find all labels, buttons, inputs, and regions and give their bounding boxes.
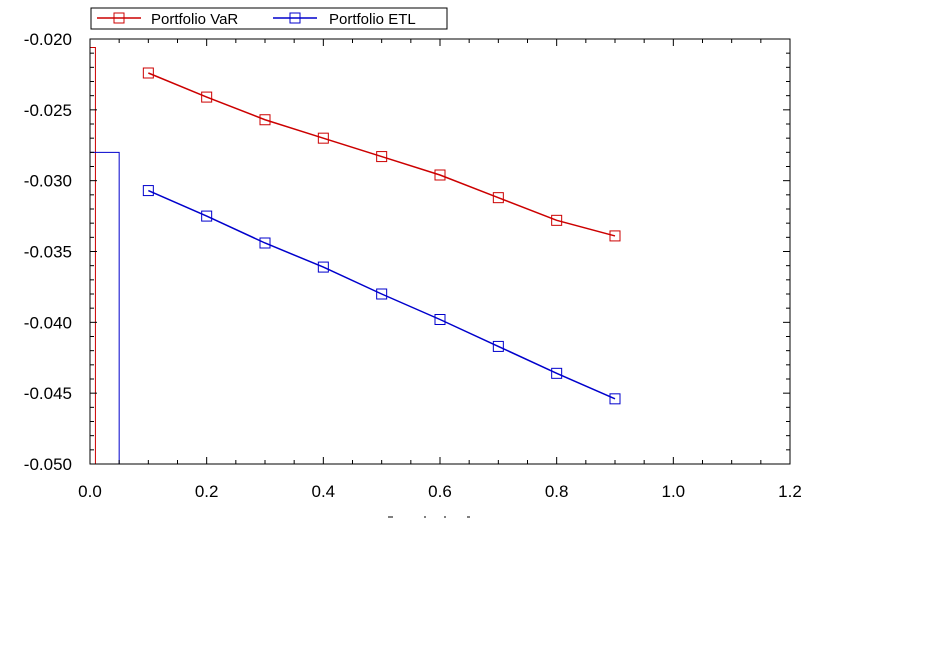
y-tick-label: -0.035 bbox=[24, 243, 72, 262]
x-tick-label: 1.2 bbox=[778, 482, 802, 501]
x-tick-label: 0.2 bbox=[195, 482, 219, 501]
y-tick-label: -0.040 bbox=[24, 313, 72, 332]
series-point bbox=[492, 340, 504, 352]
axis-tick-labels: 0.0 0.2 0.4 0.6 0.8 1.0 1.2 -0.020 -0.025 -0.030 -… bbox=[24, 30, 802, 501]
series-point bbox=[434, 314, 446, 325]
axis-ticks bbox=[89, 38, 791, 465]
y-tick-label: -0.050 bbox=[24, 455, 72, 474]
series-point bbox=[551, 214, 563, 226]
series-point bbox=[317, 132, 329, 144]
legend-label: Portfolio VaR bbox=[151, 11, 238, 28]
series-point bbox=[492, 192, 504, 204]
y-tick-label: -0.045 bbox=[24, 384, 72, 403]
legend: Portfolio VaR Portfolio ETL bbox=[90, 7, 448, 30]
series-point bbox=[201, 210, 213, 222]
series-point bbox=[259, 114, 271, 126]
histogram-bars bbox=[90, 47, 120, 464]
series-point bbox=[609, 230, 621, 242]
series-line bbox=[148, 72, 616, 237]
series-point bbox=[434, 169, 446, 181]
x-tick-label: 0.4 bbox=[312, 482, 336, 501]
x-tick-label: 0.0 bbox=[78, 482, 102, 501]
histogram-bar bbox=[90, 47, 96, 464]
plot-area-frame bbox=[89, 38, 791, 465]
x-tick-label: 0.6 bbox=[428, 482, 452, 501]
legend-label: Portfolio ETL bbox=[329, 11, 416, 28]
series-point bbox=[376, 288, 388, 300]
histogram-bar bbox=[90, 151, 120, 464]
series-point bbox=[142, 185, 154, 197]
x-tick-label: 1.0 bbox=[662, 482, 686, 501]
legend-box bbox=[90, 7, 448, 30]
series-point bbox=[142, 67, 154, 79]
series-point bbox=[259, 237, 271, 249]
y-tick-label: -0.025 bbox=[24, 101, 72, 120]
series-line bbox=[148, 189, 616, 400]
series-point bbox=[609, 393, 621, 405]
y-tick-label: -0.020 bbox=[24, 30, 72, 49]
series-point bbox=[201, 91, 213, 103]
legend-swatch-marker bbox=[113, 12, 125, 24]
series-point bbox=[317, 261, 329, 273]
y-tick-label: -0.030 bbox=[24, 172, 72, 191]
series-point bbox=[376, 151, 388, 163]
series-point bbox=[551, 367, 563, 379]
x-tick-label: 0.8 bbox=[545, 482, 569, 501]
series-layer bbox=[142, 67, 621, 405]
legend-swatch-marker bbox=[289, 12, 301, 24]
